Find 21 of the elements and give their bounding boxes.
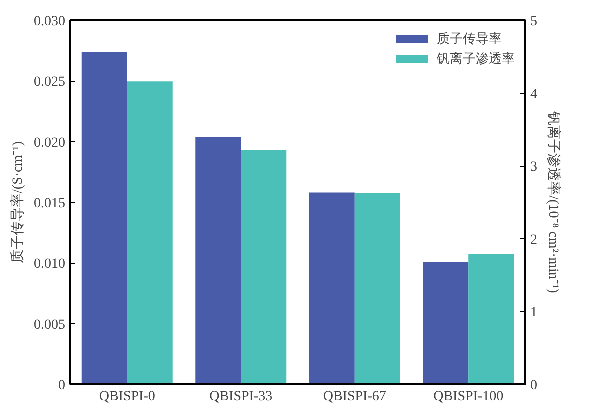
y-tick-label: 0.010	[34, 257, 66, 272]
y-tick-label: 0.025	[34, 75, 66, 90]
y2-tick-label: 2	[530, 232, 538, 248]
y-tick-label: 0.020	[34, 136, 66, 151]
y-tick-label: 0	[58, 378, 66, 394]
y2-tick-label: 1	[530, 306, 538, 321]
y-tick-label: 0.015	[34, 196, 66, 212]
x-tick-label: QBISPI-33	[210, 390, 273, 404]
x-tick-label: QBISPI-67	[323, 390, 386, 404]
y2-axis-title: 钒离子渗透率/(10⁻⁸ cm²·min⁻¹)	[546, 110, 562, 294]
y2-tick-label: 5	[530, 14, 538, 30]
y2-tick-label: 4	[530, 87, 538, 102]
y-axis-title: 质子传导率/(S·cm⁻¹)	[10, 141, 26, 264]
x-tick-label: QBISPI-0	[99, 390, 156, 404]
legend-label: 钒离子渗透率	[437, 50, 515, 68]
y2-tick-label: 3	[530, 160, 538, 176]
y-tick-label: 0.005	[34, 318, 66, 333]
x-tick-label: QBISPI-100	[434, 390, 504, 404]
legend-label: 质子传导率	[437, 30, 502, 48]
y2-tick-label: 0	[530, 378, 538, 394]
y-tick-label: 0.030	[34, 14, 66, 30]
